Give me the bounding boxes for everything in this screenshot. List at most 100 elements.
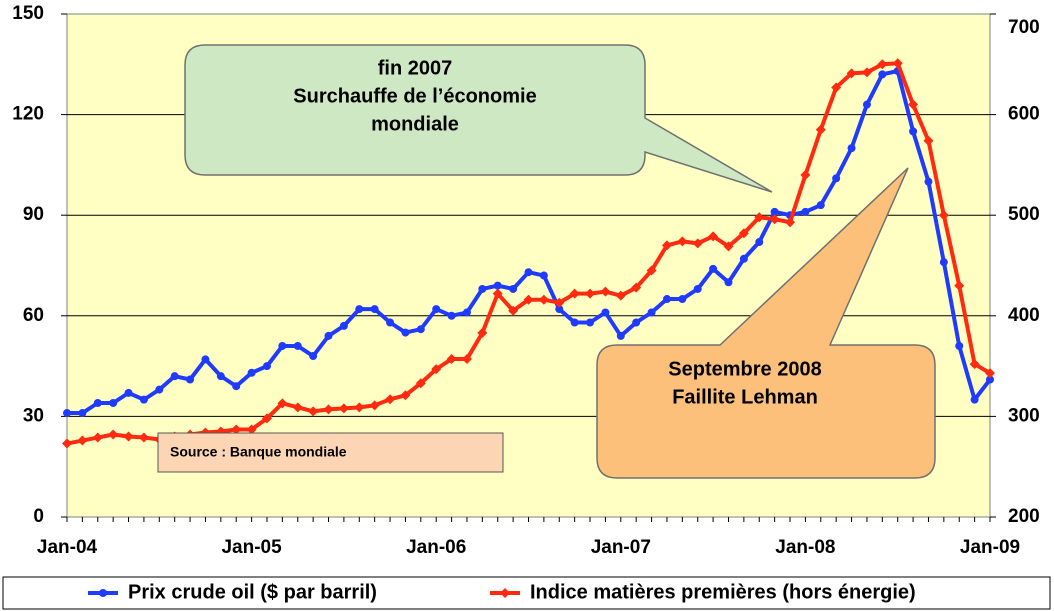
diamond-marker: [277, 398, 288, 409]
y2-tick-label: 200: [1008, 506, 1040, 527]
diamond-marker: [615, 290, 626, 301]
circle-marker: [493, 281, 502, 290]
circle-marker: [293, 341, 302, 350]
diamond-marker: [800, 169, 811, 180]
diamond-marker: [554, 297, 565, 308]
diamond-marker: [754, 212, 765, 223]
circle-marker: [63, 409, 71, 418]
diamond-marker: [292, 402, 303, 413]
diamond-marker: [431, 364, 442, 375]
diamond-marker: [523, 294, 534, 305]
diamond-marker: [985, 368, 995, 379]
diamond-marker: [938, 210, 949, 221]
diamond-marker: [323, 404, 334, 415]
diamond-marker: [246, 424, 257, 435]
circle-marker: [355, 305, 364, 314]
circle-marker: [770, 207, 779, 216]
circle-marker: [539, 271, 548, 280]
circle-marker: [216, 372, 225, 381]
circle-marker: [370, 305, 379, 314]
diamond-marker: [954, 280, 965, 291]
circle-marker: [862, 100, 871, 109]
circle-marker: [816, 201, 825, 210]
circle-marker: [155, 385, 164, 394]
diamond-marker: [338, 403, 349, 414]
x-tick-label: Jan-09: [960, 537, 1020, 558]
annotation: Surchauffe de l’économie: [293, 85, 536, 107]
y-tick-label: 0: [33, 506, 44, 527]
legend-label: Prix crude oil ($ par barril): [128, 581, 377, 603]
y2-tick-label: 600: [1008, 104, 1040, 125]
circle-marker: [432, 305, 441, 314]
circle-marker: [832, 174, 841, 183]
circle-marker: [447, 311, 456, 320]
y2-tick-label: 700: [1008, 17, 1040, 38]
diamond-marker: [723, 241, 734, 252]
diamond-marker: [461, 354, 472, 365]
diamond-marker: [585, 288, 596, 299]
y-tick-label: 30: [23, 405, 44, 426]
circle-marker: [555, 305, 564, 314]
circle-marker: [924, 177, 933, 186]
diamond-marker: [538, 294, 549, 305]
diamond-marker: [446, 354, 457, 365]
diamond-marker: [969, 359, 980, 370]
diamond-marker: [877, 59, 888, 70]
annotation: Faillite Lehman: [672, 386, 818, 408]
circle-marker: [309, 352, 318, 361]
diamond-marker: [646, 265, 657, 276]
legend-label: Indice matières premières (hors énergie): [530, 581, 916, 603]
y-tick-label: 60: [23, 305, 44, 326]
callout-bubble: [596, 167, 936, 479]
circle-marker: [847, 144, 856, 153]
circle-marker: [632, 318, 641, 327]
circle-marker: [878, 70, 887, 79]
diamond-marker: [923, 135, 934, 146]
circle-marker: [724, 278, 733, 287]
callout-bubble: [184, 44, 773, 193]
circle-marker: [339, 321, 348, 330]
source-box: [157, 432, 504, 473]
diamond-marker: [831, 82, 842, 93]
diamond-marker: [738, 228, 749, 239]
diamond-marker: [500, 588, 510, 598]
circle-marker: [601, 308, 610, 317]
circle-marker: [662, 295, 671, 304]
diamond-marker: [846, 68, 857, 79]
circle-marker: [232, 382, 241, 391]
diamond-marker: [631, 282, 642, 293]
circle-marker: [709, 264, 718, 273]
diamond-marker: [108, 429, 119, 440]
diamond-marker: [369, 400, 380, 411]
diamond-marker: [77, 435, 88, 446]
diamond-marker: [62, 438, 72, 449]
diamond-marker: [400, 390, 411, 401]
diamond-marker: [661, 240, 672, 251]
diamond-marker: [785, 217, 796, 228]
diamond-marker: [92, 432, 103, 443]
annotation: fin 2007: [378, 57, 452, 79]
diamond-marker: [261, 413, 272, 424]
circle-marker: [478, 284, 487, 293]
diamond-marker: [492, 288, 503, 299]
y-tick-label: 150: [12, 3, 44, 24]
circle-marker: [416, 325, 425, 334]
y2-tick-label: 400: [1008, 305, 1040, 326]
circle-marker: [970, 395, 979, 404]
diamond-marker: [308, 406, 319, 417]
circle-marker: [616, 331, 625, 340]
circle-marker: [986, 375, 994, 384]
circle-marker: [109, 398, 118, 407]
diamond-marker: [138, 432, 149, 443]
circle-marker: [93, 398, 102, 407]
circle-marker: [509, 284, 518, 293]
circle-marker: [801, 207, 810, 216]
diamond-marker: [892, 58, 903, 69]
circle-marker: [201, 355, 210, 364]
circle-marker: [678, 295, 687, 304]
diamond-marker: [508, 305, 519, 316]
circle-marker: [570, 318, 579, 327]
circle-marker: [78, 409, 87, 418]
circle-marker: [955, 341, 964, 350]
